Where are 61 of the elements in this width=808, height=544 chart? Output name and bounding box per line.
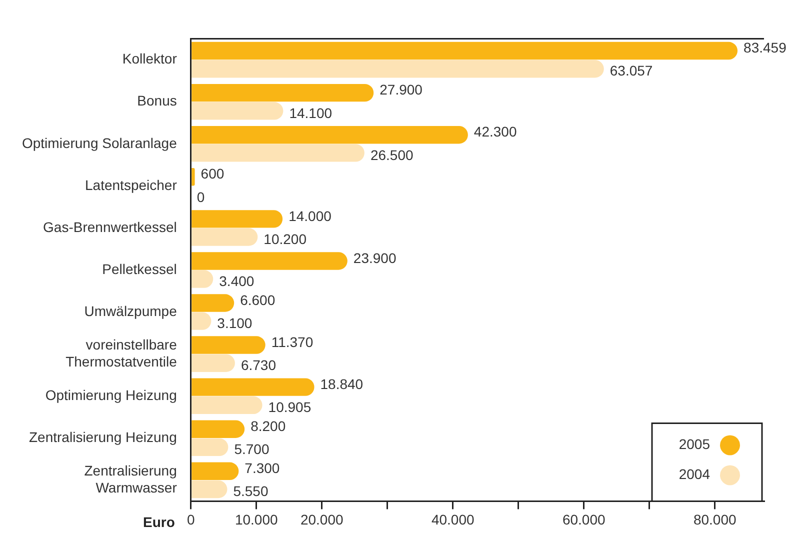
bar bbox=[192, 144, 364, 162]
y-tick-label: Kollektor bbox=[122, 50, 178, 67]
bar bbox=[192, 420, 245, 438]
x-axis-title: Euro bbox=[142, 514, 175, 530]
bar bbox=[192, 294, 234, 312]
data-label: 3.100 bbox=[217, 314, 252, 331]
data-label: 10.200 bbox=[264, 230, 307, 247]
bar bbox=[192, 84, 374, 102]
data-label: 5.550 bbox=[233, 483, 268, 500]
bar bbox=[192, 252, 348, 270]
y-tick-label: Gas-Brennwertkessel bbox=[43, 218, 177, 235]
x-tick-label: 80.000 bbox=[693, 511, 736, 528]
legend-label: 2004 bbox=[678, 466, 710, 482]
data-label: 8.200 bbox=[250, 418, 286, 434]
bar bbox=[192, 378, 314, 396]
bar bbox=[192, 60, 604, 78]
data-label: 83.459 bbox=[744, 40, 787, 56]
data-label: 23.900 bbox=[353, 250, 396, 266]
bar bbox=[192, 126, 468, 144]
bar bbox=[192, 438, 228, 456]
y-tick-label: voreinstellbare Thermostatventile bbox=[66, 336, 178, 370]
bar bbox=[192, 168, 195, 186]
y-tick-label: Pelletkessel bbox=[102, 260, 177, 277]
bar bbox=[192, 480, 228, 498]
y-tick-label: Umwälzpumpe bbox=[84, 302, 178, 319]
y-tick-label: Latentspeicher bbox=[85, 176, 178, 193]
y-tick-label: Zentralisierung Warmwasser bbox=[84, 462, 178, 496]
y-tick-label: Bonus bbox=[137, 92, 177, 109]
bar bbox=[192, 396, 262, 414]
data-label: 5.700 bbox=[234, 441, 270, 458]
data-label: 63.057 bbox=[610, 62, 653, 79]
x-tick-label: 60.000 bbox=[562, 511, 606, 528]
data-label: 0 bbox=[196, 188, 205, 205]
data-label: 7.300 bbox=[244, 460, 280, 476]
bar bbox=[192, 336, 266, 354]
data-label: 14.100 bbox=[289, 104, 332, 121]
data-label: 6.730 bbox=[240, 356, 276, 373]
legend-label: 2005 bbox=[678, 436, 710, 452]
data-label: 600 bbox=[200, 166, 224, 182]
data-label: 11.370 bbox=[271, 334, 314, 350]
bar bbox=[192, 42, 738, 60]
bar bbox=[192, 210, 283, 228]
x-tick-label: 0 bbox=[186, 511, 195, 528]
data-label: 3.400 bbox=[219, 272, 254, 289]
y-tick-label: Optimierung Heizung bbox=[45, 386, 177, 403]
y-tick-label: Zentralisierung Heizung bbox=[29, 429, 177, 446]
data-label: 6.600 bbox=[240, 292, 276, 308]
y-tick-label: Optimierung Solaranlage bbox=[22, 134, 178, 151]
x-tick-label: 10.000 bbox=[234, 511, 278, 528]
bar bbox=[192, 462, 239, 480]
data-label: 26.500 bbox=[370, 146, 414, 163]
data-label: 10.905 bbox=[268, 399, 312, 416]
data-label: 18.840 bbox=[320, 376, 364, 392]
bar bbox=[192, 354, 235, 372]
data-label: 14.000 bbox=[288, 208, 332, 224]
x-tick-label: 40.000 bbox=[431, 511, 474, 528]
data-label: 27.900 bbox=[380, 82, 423, 98]
data-label: 42.300 bbox=[474, 124, 517, 140]
x-tick-label: 20.000 bbox=[300, 511, 344, 528]
bar bbox=[192, 102, 284, 120]
bar bbox=[192, 228, 258, 246]
